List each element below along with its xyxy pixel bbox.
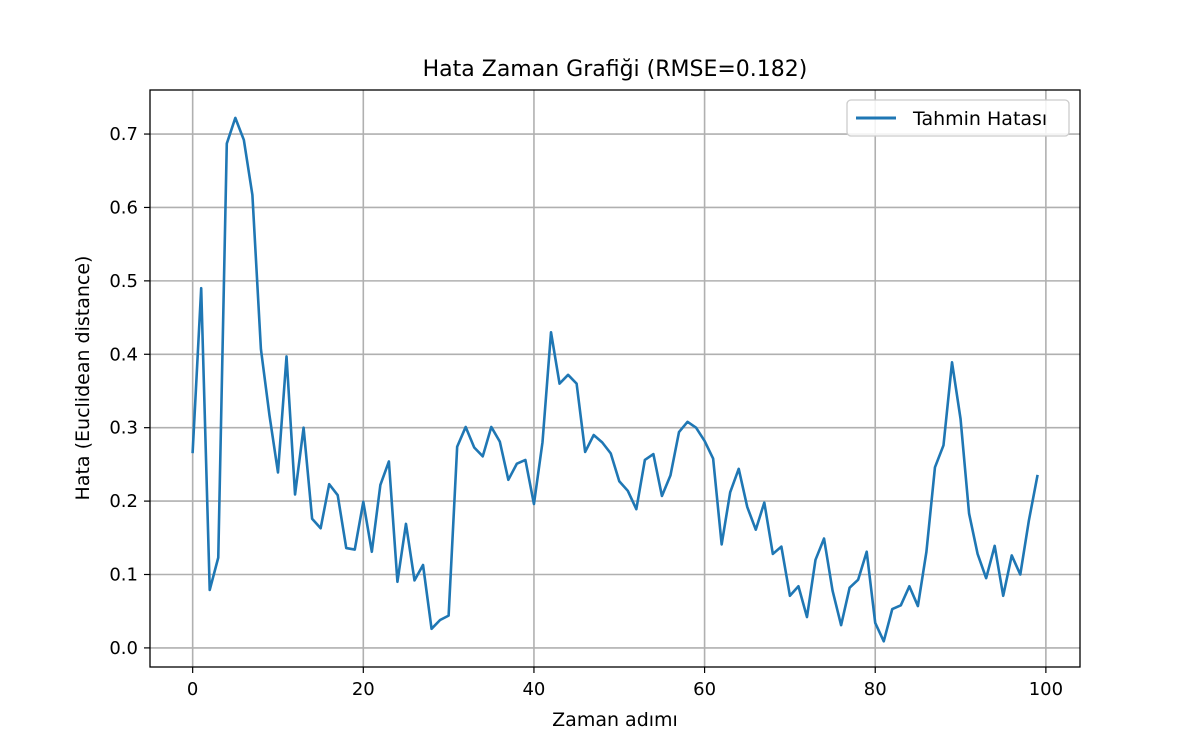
y-tick-label: 0.0	[109, 638, 138, 659]
x-tick-label: 20	[352, 679, 375, 700]
y-tick-label: 0.3	[109, 418, 138, 439]
series-layer	[191, 116, 1039, 643]
legend-box	[846, 99, 1070, 137]
legend: Tahmin Hatası	[846, 99, 1070, 137]
y-tick-label: 0.5	[109, 271, 138, 292]
legend-label: Tahmin Hatası	[912, 108, 1047, 130]
grid-layer	[150, 90, 1080, 667]
x-tick-label: 80	[864, 679, 887, 700]
x-tick-label: 40	[522, 679, 545, 700]
series-line-tahmin-hatasi	[191, 116, 1039, 643]
axes-frame	[149, 89, 1081, 668]
ticks-layer: 0 20 40 60 80 100 0.0 0.1 0.2 0.3 0.4 0.5 0.6 0.7	[109, 124, 1063, 700]
x-tick-label: 60	[693, 679, 716, 700]
y-tick-label: 0.4	[109, 344, 138, 365]
x-tick-label: 100	[1029, 679, 1063, 700]
y-tick-label: 0.6	[109, 197, 138, 218]
x-axis-label: Zaman adımı	[552, 709, 678, 731]
y-axis-label: Hata (Euclidean distance)	[72, 256, 94, 501]
y-tick-label: 0.2	[109, 491, 138, 512]
y-tick-label: 0.7	[109, 124, 138, 145]
y-tick-label: 0.1	[109, 565, 138, 586]
chart-title: Hata Zaman Grafiği (RMSE=0.182)	[423, 57, 808, 82]
x-tick-label: 0	[187, 679, 198, 700]
